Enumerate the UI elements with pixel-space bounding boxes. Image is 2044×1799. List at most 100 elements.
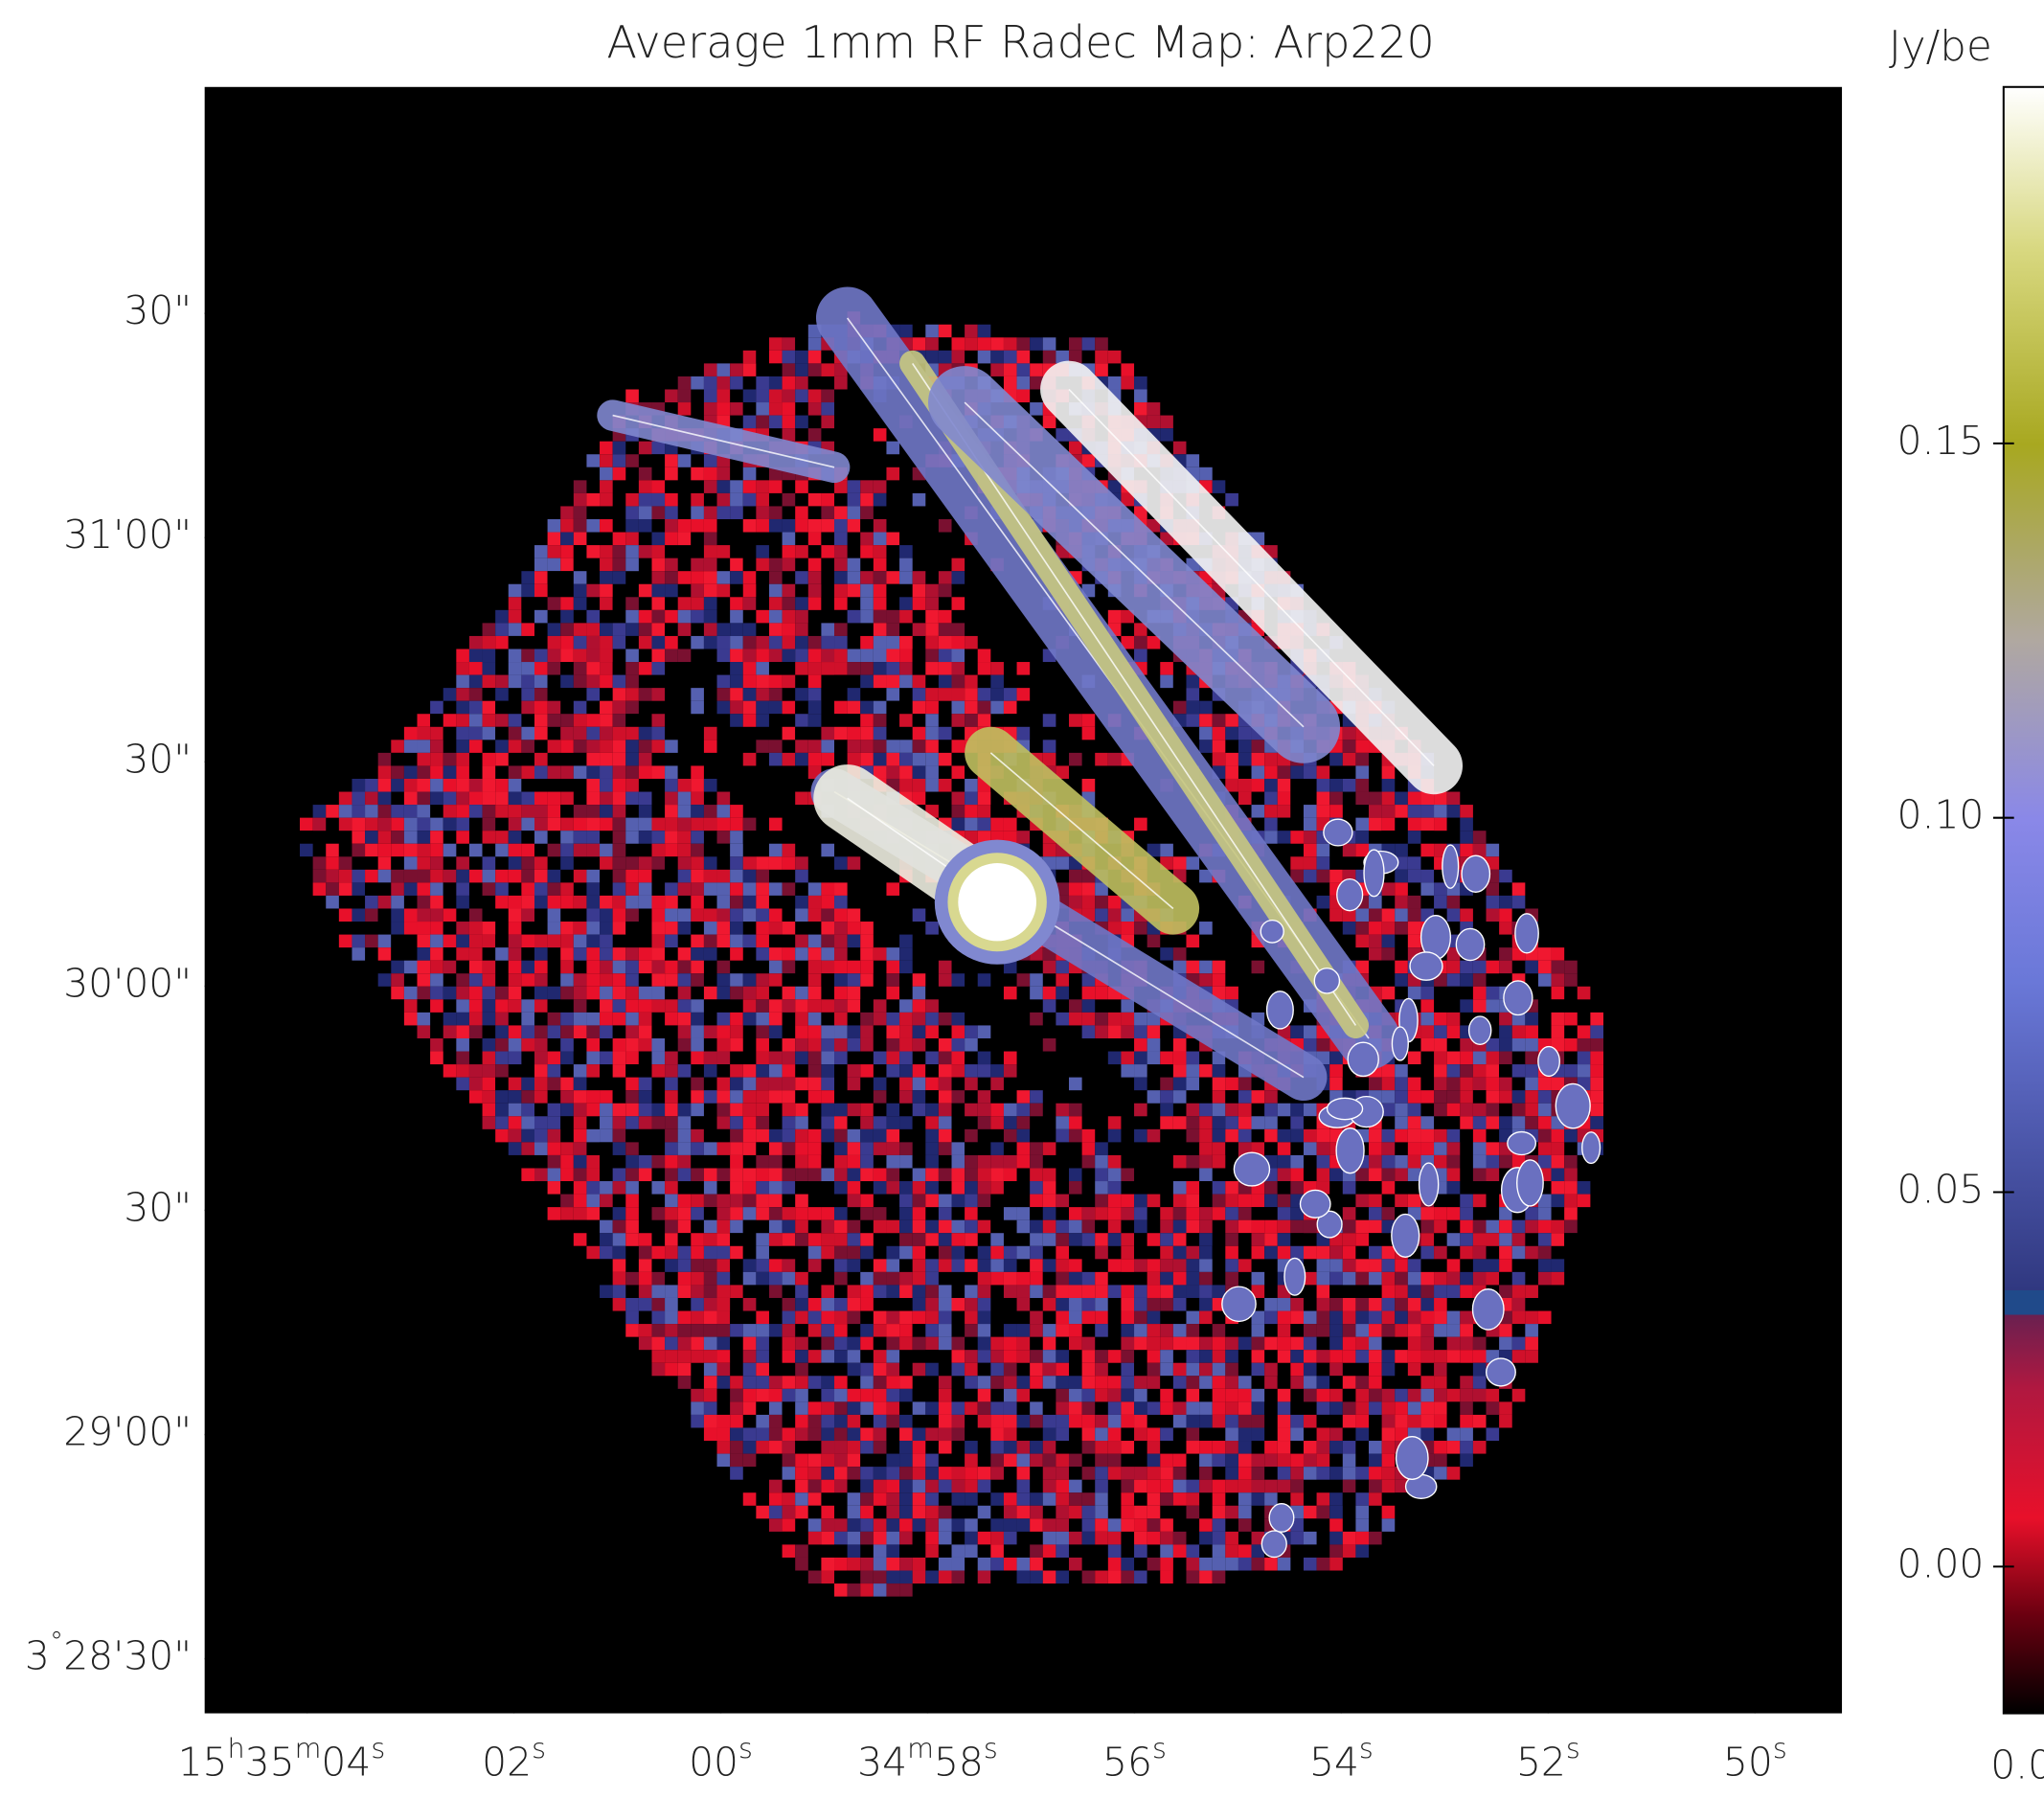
map-pixel	[1003, 1142, 1017, 1155]
map-pixel	[508, 662, 522, 675]
map-pixel	[665, 740, 678, 753]
map-pixel	[612, 882, 626, 896]
map-pixel	[1147, 1012, 1161, 1026]
map-pixel	[1395, 1271, 1408, 1286]
map-pixel	[417, 805, 431, 818]
map-pixel	[508, 674, 522, 689]
map-pixel	[860, 662, 874, 675]
map-pixel	[1199, 1350, 1213, 1363]
map-pixel	[1121, 1376, 1135, 1389]
map-pixel	[1303, 1128, 1317, 1143]
map-pixel	[1238, 1479, 1252, 1493]
map-pixel	[612, 960, 626, 974]
map-pixel	[430, 908, 443, 922]
map-pixel	[1042, 1194, 1056, 1208]
map-pixel	[691, 791, 704, 806]
map-pixel	[925, 1401, 939, 1415]
map-pixel	[677, 1336, 692, 1351]
map-pixel	[1460, 1401, 1473, 1415]
map-pixel	[1147, 1233, 1161, 1246]
map-pixel	[834, 1441, 848, 1454]
map-pixel	[912, 1414, 926, 1428]
map-pixel	[1486, 1037, 1500, 1052]
map-pixel	[807, 1207, 822, 1220]
map-pixel	[782, 583, 796, 598]
map-pixel	[742, 752, 757, 766]
map-pixel	[691, 1324, 704, 1337]
map-pixel	[1225, 752, 1238, 766]
map-pixel	[1003, 1441, 1017, 1454]
map-pixel	[925, 609, 939, 624]
map-pixel	[1016, 389, 1031, 403]
map-pixel	[417, 908, 431, 922]
map-pixel	[965, 1064, 978, 1078]
map-pixel	[691, 1245, 704, 1260]
map-pixel	[807, 1233, 822, 1246]
map-pixel	[638, 1090, 652, 1104]
map-pixel	[1199, 1401, 1213, 1415]
map-pixel	[651, 662, 666, 675]
map-pixel	[547, 700, 561, 715]
map-pixel	[834, 934, 848, 948]
map-pixel	[1212, 1090, 1226, 1104]
map-pixel	[912, 674, 926, 689]
map-pixel	[521, 934, 534, 948]
map-pixel	[468, 688, 483, 701]
map-pixel	[573, 1128, 587, 1143]
map-pixel	[1095, 1025, 1108, 1038]
map-pixel	[1342, 1297, 1356, 1311]
map-pixel	[742, 1194, 757, 1208]
map-pixel	[534, 805, 548, 818]
map-pixel	[547, 558, 561, 572]
map-pixel	[716, 831, 731, 844]
map-pixel	[691, 506, 704, 519]
map-pixel	[377, 805, 392, 818]
map-pixel	[1290, 1401, 1304, 1415]
map-pixel	[742, 518, 757, 533]
map-pixel	[1095, 1285, 1108, 1298]
map-pixel	[443, 726, 457, 740]
map-pixel	[847, 960, 861, 974]
map-pixel	[612, 817, 626, 831]
map-pixel	[651, 765, 666, 779]
map-pixel	[1160, 1531, 1173, 1545]
map-pixel	[756, 1388, 769, 1402]
map-pixel	[1121, 1467, 1135, 1480]
map-pixel	[1499, 1037, 1512, 1052]
map-pixel	[703, 363, 717, 376]
map-pixel	[756, 1285, 769, 1298]
map-pixel	[782, 1505, 796, 1519]
map-pixel	[417, 960, 431, 974]
map-pixel	[612, 1219, 626, 1234]
map-pixel	[1434, 1077, 1447, 1091]
map-pixel	[625, 1207, 639, 1220]
map-pixel	[651, 1350, 666, 1363]
map-pixel	[560, 714, 574, 727]
map-pixel	[703, 1350, 717, 1363]
map-pixel	[938, 583, 952, 598]
map-pixel	[482, 1012, 496, 1026]
map-pixel	[1499, 1233, 1512, 1246]
map-pixel	[1238, 791, 1252, 806]
map-pixel	[1172, 1116, 1187, 1129]
map-pixel	[1225, 1441, 1238, 1454]
map-pixel	[847, 609, 861, 624]
map-pixel	[1511, 1219, 1526, 1234]
map-pixel	[625, 1064, 639, 1078]
map-pixel	[1172, 688, 1187, 701]
map-pixel	[1395, 1492, 1408, 1506]
map-pixel	[1107, 1492, 1122, 1506]
map-pixel	[847, 1453, 861, 1468]
map-pixel	[443, 986, 457, 1000]
map-pixel	[1121, 1350, 1135, 1363]
map-pixel	[1238, 726, 1252, 740]
map-pixel	[821, 908, 835, 922]
map-pixel	[534, 973, 548, 987]
map-pixel	[1407, 895, 1421, 909]
map-pixel	[795, 1207, 808, 1220]
map-pixel	[807, 389, 822, 403]
map-pixel	[560, 571, 574, 584]
map-pixel	[834, 947, 848, 961]
map-pixel	[625, 960, 639, 974]
map-pixel	[1030, 1324, 1043, 1337]
